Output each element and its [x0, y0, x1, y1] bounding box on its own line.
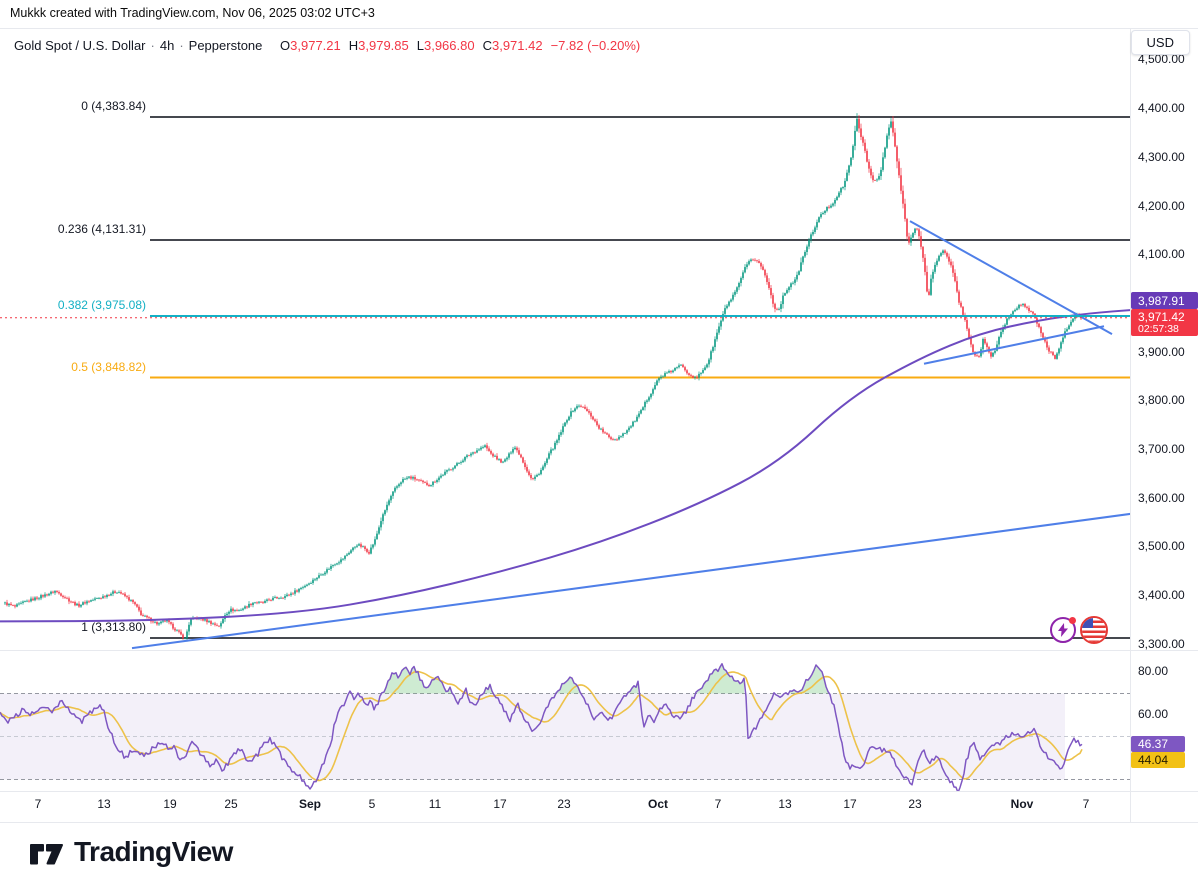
- fib-level-label: 0.382 (3,975.08): [57, 298, 146, 313]
- time-tick-label: 7: [1082, 797, 1090, 811]
- low-label: L: [416, 38, 424, 53]
- price-tick-label: 4,500.00: [1138, 52, 1185, 67]
- time-tick-label: Nov: [1010, 797, 1034, 811]
- separator-dot: ·: [179, 38, 184, 53]
- fib-level-label: 0.236 (4,131.31): [57, 221, 146, 236]
- currency-unit-button[interactable]: USD: [1130, 30, 1190, 55]
- footer-separator: [0, 822, 1198, 823]
- time-tick-label: Oct: [647, 797, 669, 811]
- rsi-tick-label: 80.00: [1138, 664, 1169, 678]
- time-tick-label: 23: [557, 797, 571, 811]
- time-tick-label: 5: [368, 797, 376, 811]
- tradingview-logo-mark: [30, 844, 63, 865]
- close-value: 3,971.42: [491, 38, 543, 53]
- symbol-title[interactable]: Gold Spot / U.S. Dollar: [14, 38, 146, 53]
- price-tick-label: 3,700.00: [1138, 441, 1185, 456]
- header-divider: [0, 28, 1198, 29]
- open-value: 3,977.21: [290, 38, 341, 53]
- price-tick-label: 4,100.00: [1138, 247, 1185, 262]
- tradingview-logo: TradingView: [28, 836, 233, 868]
- ma-value-badge: 3,987.91: [1131, 292, 1198, 309]
- bar-countdown: 02:57:38: [1138, 322, 1179, 335]
- price-tick-label: 3,400.00: [1138, 588, 1185, 603]
- price-tick-label: 3,900.00: [1138, 344, 1185, 359]
- rsi-pane-canvas[interactable]: [0, 650, 1130, 791]
- us-flag-icon: [1080, 616, 1108, 644]
- notification-dot: [1069, 617, 1076, 624]
- separator-dot: ·: [150, 38, 155, 53]
- high-value: 3,979.85: [358, 38, 409, 53]
- snapshot-reaction-icons: [1050, 616, 1108, 644]
- fib-level-label: 0 (4,383.84): [81, 99, 146, 113]
- brand-name: TradingView: [74, 836, 233, 867]
- price-tick-label: 3,300.00: [1138, 636, 1185, 651]
- rsi-value-badge: 46.37: [1131, 736, 1185, 752]
- rsi-ma-value-badge: 44.04: [1131, 752, 1185, 768]
- open-label: O: [280, 38, 291, 53]
- price-tick-label: 3,800.00: [1138, 393, 1185, 408]
- price-tick-label: 3,600.00: [1138, 490, 1185, 505]
- fib-level-label: 1 (3,313.80): [81, 620, 146, 634]
- time-tick-label: 25: [224, 797, 238, 811]
- price-tick-label: 4,400.00: [1138, 101, 1185, 116]
- time-tick-label: 7: [34, 797, 42, 811]
- fib-level-label: 0.5 (3,848.82): [71, 359, 146, 374]
- price-tick-label: 3,500.00: [1138, 539, 1185, 554]
- time-tick-label: 17: [843, 797, 857, 811]
- boost-lightning-icon: [1050, 617, 1076, 643]
- price-tick-label: 4,300.00: [1138, 149, 1185, 164]
- time-tick-label: 11: [428, 797, 442, 811]
- time-tick-label: 17: [493, 797, 507, 811]
- close-label: C: [482, 38, 492, 53]
- axis-border: [1130, 28, 1131, 822]
- low-value: 3,966.80: [423, 38, 475, 53]
- price-chart-canvas[interactable]: [0, 56, 1130, 650]
- rsi-tick-label: 60.00: [1138, 707, 1169, 721]
- symbol-info-bar: Gold Spot / U.S. Dollar · 4h · Pepperstone O…: [14, 38, 640, 53]
- last-price-badge: 3,971.42 02:57:38: [1131, 309, 1198, 336]
- ohlc-readout: O3,977.21 H3,979.85 L3,966.80 C3,971.42 −7.8…: [280, 38, 640, 53]
- time-tick-label: 19: [163, 797, 177, 811]
- pane-separator[interactable]: [0, 650, 1198, 651]
- time-tick-label: 13: [778, 797, 792, 811]
- last-price-value: 3,971.42: [1138, 309, 1185, 324]
- attribution-text: Mukkk created with TradingView.com, Nov …: [10, 6, 375, 20]
- time-tick-label: 13: [97, 797, 111, 811]
- change-value: −7.82 (−0.20%): [550, 38, 641, 53]
- symbol-exchange[interactable]: Pepperstone: [188, 38, 263, 53]
- price-tick-label: 4,200.00: [1138, 198, 1185, 213]
- symbol-interval[interactable]: 4h: [159, 38, 175, 53]
- time-tick-label: 7: [714, 797, 722, 811]
- time-axis-separator: [0, 791, 1198, 792]
- time-tick-label: Sep: [298, 797, 322, 811]
- time-tick-label: 23: [908, 797, 922, 811]
- high-label: H: [348, 38, 359, 53]
